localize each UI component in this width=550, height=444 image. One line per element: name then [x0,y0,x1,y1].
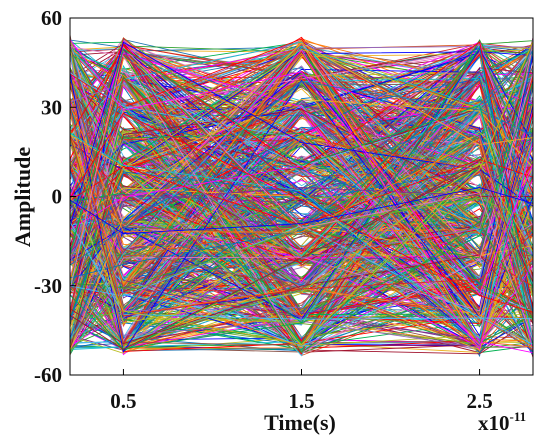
eye-trace [70,50,533,286]
eye-trace [70,52,533,351]
x-axis-multiplier: x10-11 [478,409,526,435]
eye-trace [70,78,533,236]
x-tick-group: 0.5 1.5 2.5 [110,369,493,413]
eye-trace [70,108,533,210]
y-axis-label: Amplitude [10,147,35,247]
eye-trace [70,39,533,296]
eye-trace [70,132,533,339]
eye-trace [70,145,533,353]
eye-trace [70,105,533,319]
eye-trace [70,140,533,253]
x-axis-label: Time(s) [264,410,336,435]
y-tick-group: 60 30 0 -30 -60 [34,6,76,387]
eye-trace [70,221,533,320]
y-tick-label: -30 [34,274,62,298]
eye-trace [70,52,533,317]
eye-trace [70,41,533,345]
eye-trace [70,112,533,313]
eye-trace [70,77,533,286]
eye-trace [70,133,533,344]
y-tick-label: 60 [41,6,62,30]
eye-trace [70,82,533,350]
eye-trace [70,187,533,235]
eye-trace [70,50,533,349]
eye-trace [70,41,533,309]
eye-trace [70,50,533,266]
eye-trace [70,50,533,351]
y-tick-label: 0 [52,185,63,209]
eye-trace [70,48,533,321]
x-tick-label: 0.5 [110,389,136,413]
x-multiplier-exponent: -11 [510,409,527,424]
eye-trace [70,42,533,351]
eye-trace [70,75,533,354]
eye-trace [70,99,533,168]
eye-trace [70,48,533,289]
eye-trace [70,190,533,345]
trace-group [70,34,533,358]
x-tick-label: 1.5 [288,389,314,413]
eye-trace [70,135,533,316]
eye-trace [70,82,533,285]
eye-trace [70,46,533,341]
y-tick-label: -60 [34,363,62,387]
eye-trace [70,72,533,312]
eye-trace [70,41,533,227]
eye-trace [70,133,533,320]
eye-trace [70,110,533,322]
y-tick-label: 30 [41,95,62,119]
eye-trace [70,51,533,290]
x-tick-label: 2.5 [466,389,492,413]
eye-trace [70,254,533,345]
eye-trace [70,38,533,310]
eye-trace [70,166,533,345]
eye-trace [70,43,533,343]
x-multiplier-base: x10 [478,411,510,435]
eye-trace [70,51,533,312]
eye-trace [70,53,533,264]
eye-trace [70,39,533,345]
eye-trace [70,51,533,196]
